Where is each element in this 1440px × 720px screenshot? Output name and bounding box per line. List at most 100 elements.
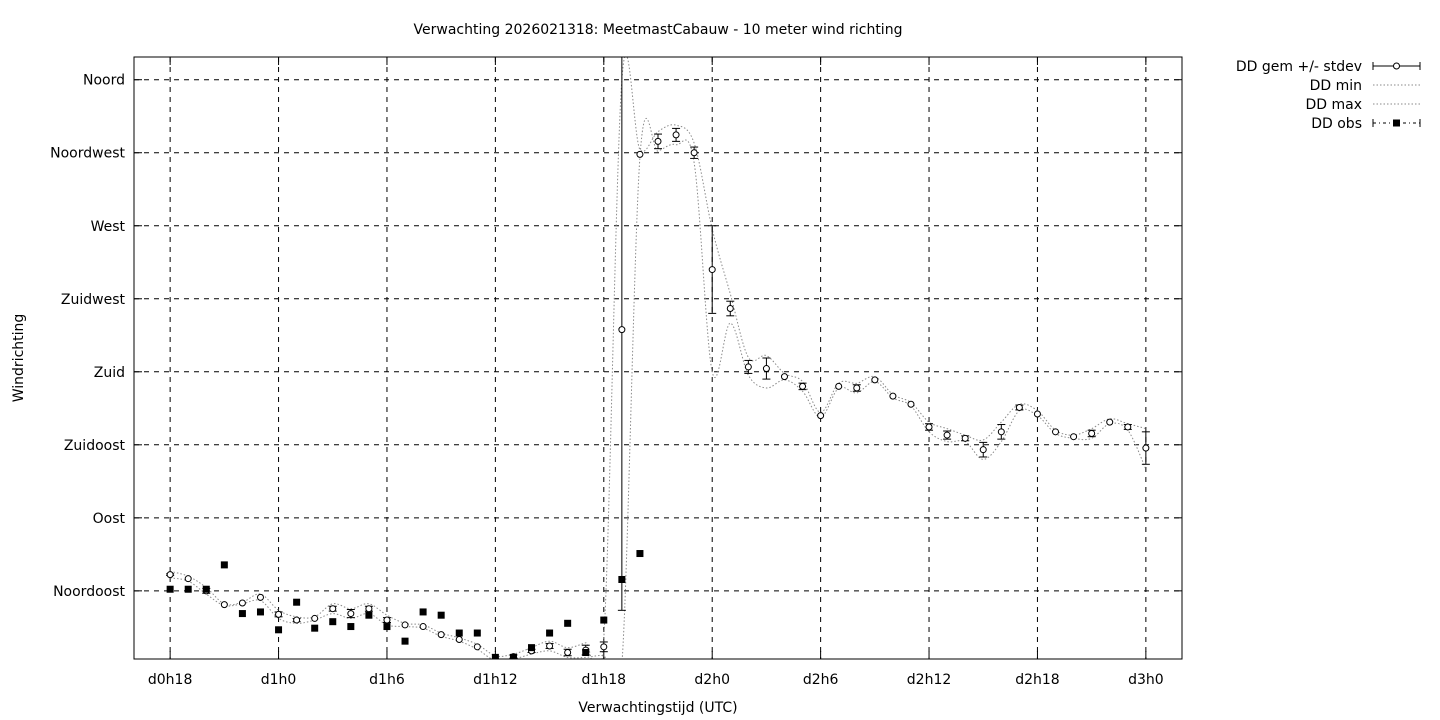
mean-point: [1015, 403, 1023, 411]
mean-point: [419, 623, 427, 631]
mean-point: [780, 373, 788, 381]
mean-point: [1070, 433, 1078, 441]
mean-point: [401, 621, 409, 629]
obs-point: [220, 561, 228, 569]
mean-point: [473, 643, 481, 651]
mean-point: [654, 137, 662, 145]
obs-point: [365, 611, 373, 619]
mean-point: [347, 610, 355, 618]
mean-point: [853, 384, 861, 392]
y-tick-label: Noordoost: [53, 584, 125, 600]
mean-point: [564, 649, 572, 657]
series-layer: [166, 57, 1150, 659]
obs-point: [636, 550, 644, 558]
x-tick-label: d2h18: [1015, 672, 1059, 688]
x-tick-label: d2h12: [907, 672, 951, 688]
mean-point: [979, 446, 987, 454]
mean-point: [383, 616, 391, 624]
x-tick-label: d1h12: [473, 672, 517, 688]
mean-point: [708, 266, 716, 274]
obs-point: [311, 624, 319, 632]
legend-label: DD max: [1305, 97, 1362, 113]
y-tick-label: Noordwest: [50, 146, 125, 162]
mean-point: [726, 305, 734, 313]
obs-point: [528, 644, 536, 652]
obs-point: [546, 629, 554, 637]
y-tick-label: West: [91, 219, 126, 235]
mean-point: [997, 428, 1005, 436]
obs-point: [455, 629, 463, 637]
obs-point: [618, 575, 626, 583]
obs-point: [184, 585, 192, 593]
obs-point: [491, 653, 499, 659]
obs-point: [293, 598, 301, 606]
obs-point: [238, 610, 246, 618]
obs-point: [437, 611, 445, 619]
obs-point: [473, 629, 481, 637]
x-tick-label: d1h18: [582, 672, 626, 688]
mean-point: [799, 382, 807, 390]
obs-point: [202, 585, 210, 593]
mean-point: [889, 392, 897, 400]
legend-label: DD gem +/- stdev: [1236, 59, 1362, 75]
y-axis-ticks: Noordoost Oost Zuidoost Zuid Zuidwest West Noo…: [50, 73, 1182, 600]
series-line: [170, 117, 1147, 659]
obs-point: [347, 623, 355, 631]
mean-point: [871, 376, 879, 384]
y-axis-label: Windrichting: [11, 314, 27, 403]
mean-point: [618, 326, 626, 334]
legend-label: DD obs: [1311, 116, 1362, 132]
obs-point: [564, 619, 572, 627]
mean-point: [1106, 418, 1114, 426]
obs-point: [256, 608, 264, 616]
mean-point: [690, 149, 698, 157]
legend-marker: [1393, 119, 1400, 127]
mean-point: [256, 593, 264, 601]
grid: [134, 57, 1182, 659]
mean-point: [184, 575, 192, 583]
plot-area: [166, 57, 1150, 659]
obs-point: [582, 649, 590, 657]
x-tick-label: d2h6: [803, 672, 839, 688]
obs-point: [419, 608, 427, 616]
mean-point: [943, 431, 951, 439]
mean-point: [275, 610, 283, 618]
x-axis-ticks: d0h18 d1h0 d1h6 d1h12 d1h18 d2h0 d2h6 d2h12 d2h1…: [148, 57, 1164, 688]
mean-point: [744, 363, 752, 371]
mean-point: [961, 434, 969, 442]
mean-point: [1033, 410, 1041, 418]
mean-point: [1142, 444, 1150, 452]
legend-marker: [1393, 62, 1400, 70]
legend: DD gem +/- stdev DD min DD max DD obs: [1236, 59, 1421, 132]
mean-point: [907, 400, 915, 408]
mean-point: [293, 616, 301, 624]
x-tick-label: d1h0: [261, 672, 297, 688]
mean-point: [455, 636, 463, 644]
legend-label: DD min: [1310, 78, 1362, 94]
obs-point: [166, 585, 174, 593]
mean-point: [835, 382, 843, 390]
plot-frame: [133, 56, 1183, 660]
mean-point: [636, 150, 644, 158]
x-tick-label: d0h18: [148, 672, 192, 688]
mean-point: [1088, 429, 1096, 437]
mean-point: [1124, 423, 1132, 431]
y-tick-label: Noord: [83, 73, 125, 89]
obs-point: [600, 616, 608, 624]
y-tick-label: Zuidoost: [64, 438, 126, 454]
mean-point: [546, 642, 554, 650]
x-tick-label: d2h0: [694, 672, 730, 688]
mean-point: [365, 605, 373, 613]
y-tick-label: Oost: [93, 511, 126, 527]
mean-point: [220, 601, 228, 609]
mean-point: [238, 599, 246, 607]
obs-point: [383, 623, 391, 631]
obs-point: [329, 618, 337, 626]
x-tick-label: d3h0: [1128, 672, 1164, 688]
obs-point: [401, 637, 409, 645]
y-tick-label: Zuidwest: [61, 292, 126, 308]
mean-point: [1052, 428, 1060, 436]
mean-point: [925, 423, 933, 431]
chart-title: Verwachting 2026021318: MeetmastCabauw -…: [414, 22, 903, 38]
